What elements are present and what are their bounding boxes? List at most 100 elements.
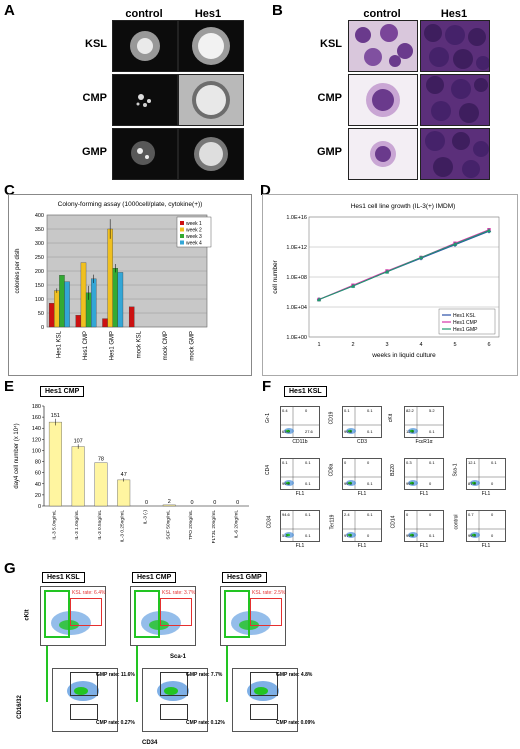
bar [71, 446, 85, 507]
bar [59, 275, 65, 328]
y-tick-label: 120 [32, 437, 41, 443]
quadrant-value: 0.1 [429, 533, 435, 538]
data-point [384, 269, 390, 274]
micrograph-control-ksl [112, 20, 178, 72]
hes1-cmp-label: Hes1 CMP [40, 386, 85, 397]
facs-g-top-plot [220, 586, 286, 646]
gmp-rate-label: GMP rate: 11.6% [96, 672, 135, 678]
data-label: 78 [98, 457, 104, 463]
x-tick-label: 1 [317, 342, 320, 348]
hes1-ksl-label: Hes1 KSL [284, 386, 327, 397]
facs-plot: 0.3 0.1 99.9 0 B220 FL1 [390, 458, 444, 497]
quadrant-value: 0.1 [367, 429, 373, 434]
cmp-rate-label: CMP rate: 0.09% [276, 720, 315, 726]
y-tick-label: 350 [35, 227, 44, 233]
quadrant-value: 0 [491, 481, 494, 486]
quadrant-value: 5.2 [429, 408, 435, 413]
gmp-gate [250, 672, 278, 696]
facs-g-bottom-plot [52, 668, 118, 732]
x-tick-label: Hes1 KSL [56, 330, 62, 358]
quadrant-value: 27.6 [305, 429, 313, 434]
facs-g-top-plot [40, 586, 106, 646]
gmp-gate [70, 672, 98, 696]
facs-plot: 0.7 0 99.3 0 control FL1 [454, 510, 506, 549]
cell-growth-chart: Hes1 cell line growth (IL-3(+) IMDM) 1.0E… [272, 203, 500, 359]
data-point [486, 228, 492, 233]
quadrant-value: 0 [491, 512, 494, 517]
bar [48, 421, 62, 507]
quadrant-value: 94.6 [282, 512, 290, 517]
row-label-ksl: KSL [320, 38, 342, 50]
quadrant-value: 0.1 [367, 512, 373, 517]
quadrant-value: 0.4 [282, 408, 288, 413]
facs-g-sample-label: Hes1 KSL [42, 572, 85, 583]
quadrant-value: 99.8 [344, 429, 352, 434]
quadrant-value: 0.1 [429, 460, 435, 465]
data-label: 2 [168, 499, 171, 505]
cytospin-control-ksl [348, 20, 418, 72]
quadrant-value: 99.6 [282, 481, 290, 486]
facs-panel-f: 0.4 0 63.0 27.6 Gr-1 CD11b 0.1 0.1 99.8 0.1 CD19 CD… [262, 400, 516, 560]
y-axis-label: colonies per dish [15, 248, 21, 293]
cytospin-hes1-gmp [420, 128, 490, 180]
ksl-rate-label: KSL rate: 2.5% [252, 590, 286, 596]
y-tick-label: 180 [32, 404, 41, 410]
panel-letter-d: D [260, 182, 271, 199]
gmp-rate-label: GMP rate: 7.7% [186, 672, 223, 678]
facs-x-label: CD11b [292, 439, 308, 445]
facs-x-label: CD3 [356, 439, 367, 445]
y-tick-label: 400 [35, 213, 44, 219]
cytospin-hes1-ksl [420, 20, 490, 72]
facs-x-label: FL1 [419, 491, 429, 497]
quadrant-value: 0.1 [305, 512, 311, 517]
facs-x-label: FL1 [357, 491, 367, 497]
quadrant-value: 99.3 [468, 533, 476, 538]
x-tick-label: 6 [487, 342, 490, 348]
x-tick-label: 5 [453, 342, 456, 348]
facs-y-label: control [453, 514, 460, 530]
facs-y-label: B220 [389, 464, 396, 476]
bar [54, 290, 60, 328]
y-axis-label: day4 cell number (x 10⁴) [13, 423, 20, 488]
y-tick-label: 60 [35, 471, 41, 477]
y-tick-label: 200 [35, 269, 44, 275]
facs-x-label: FcεR1α [415, 439, 433, 445]
quadrant-value: 12.5 [406, 429, 414, 434]
facs-y-label: Gr-1 [265, 413, 271, 423]
x-axis-label: weeks in liquid culture [371, 352, 436, 359]
data-label: 0 [145, 500, 148, 506]
facs-y-label: Ter119 [329, 514, 336, 530]
panel-letter-e: E [4, 378, 15, 395]
y-tick-label: 1.0E+12 [286, 245, 307, 251]
x-tick-label: IL-6 20ng/mL [234, 510, 240, 539]
facs-plot: 2.4 0.1 97.5 0 Ter119 FL1 [329, 510, 382, 549]
panel-letter-f: F [262, 378, 272, 395]
panel-letter-a: A [4, 2, 15, 19]
col-label-control: control [363, 8, 401, 20]
y-tick-label: 300 [35, 241, 44, 247]
gmp-gate [160, 672, 188, 696]
facs-plot: 0.1 0.1 99.6 0.1 CD4 FL1 [265, 458, 320, 497]
x-tick-label: 4 [419, 342, 422, 348]
row-label-cmp: CMP [317, 92, 342, 104]
micrograph-hes1-cmp [178, 74, 244, 126]
data-point [452, 241, 458, 246]
lin-neg-gate [44, 590, 70, 638]
quadrant-value: 0.1 [305, 533, 311, 538]
facs-y-label: Sca-1 [452, 463, 459, 477]
panel-letter-b: B [272, 2, 283, 19]
x-tick-label: IL-3 0.25ng/mL [120, 510, 126, 543]
x-tick-label: IL-3 (-) [143, 510, 149, 525]
legend-swatch [180, 221, 184, 225]
facs-panel-g: cKit Sca-1 CD16/32 CD34 Hes1 KSL KSL rate… [0, 568, 520, 749]
quadrant-value: 97.5 [344, 533, 352, 538]
ksl-rate-label: KSL rate: 6.4% [72, 590, 106, 596]
quadrant-value: 0.1 [305, 460, 311, 465]
quadrant-value: 0 [344, 460, 347, 465]
legend-swatch [180, 240, 184, 245]
facs-x-label: FL1 [357, 543, 367, 549]
cytospin-control-gmp [348, 128, 418, 180]
x-tick-label: IL-3 0.5ng/mL [97, 510, 103, 540]
x-tick-label: TPO 20ng/mL [188, 510, 194, 540]
